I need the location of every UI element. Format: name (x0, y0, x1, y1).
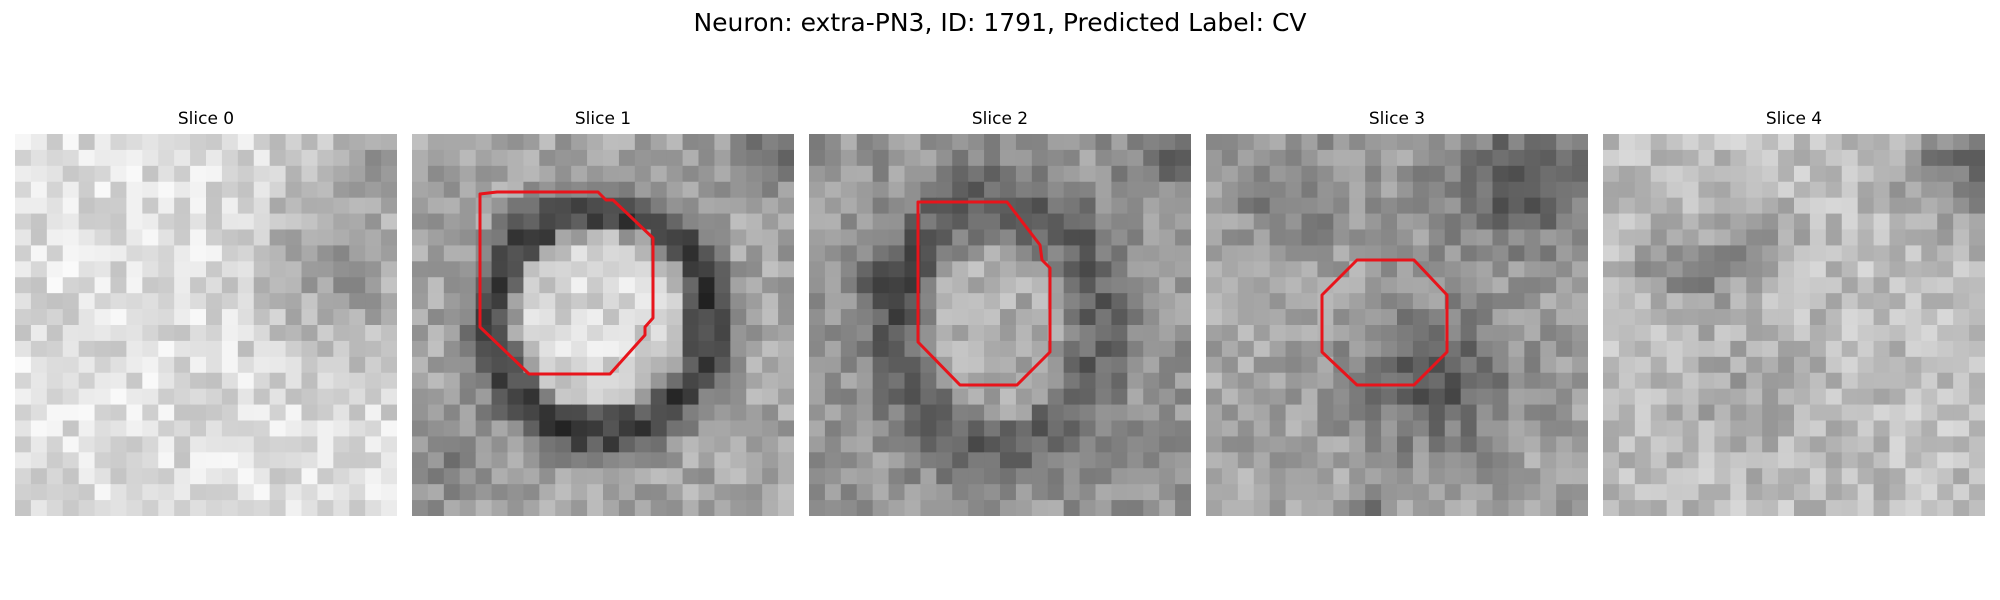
slice-title: Slice 2 (809, 108, 1191, 130)
slice-panel-3: Slice 3 (1206, 108, 1588, 516)
slice-image (1603, 134, 1985, 516)
slice-title: Slice 1 (412, 108, 794, 130)
slice-panel-1: Slice 1 (412, 108, 794, 516)
slice-title: Slice 3 (1206, 108, 1588, 130)
slice-image (15, 134, 397, 516)
slice-title: Slice 4 (1603, 108, 1985, 130)
slice-image (412, 134, 794, 516)
slice-panel-2: Slice 2 (809, 108, 1191, 516)
slice-image (1206, 134, 1588, 516)
slice-title: Slice 0 (15, 108, 397, 130)
slice-image (809, 134, 1191, 516)
figure-title: Neuron: extra-PN3, ID: 1791, Predicted L… (0, 8, 2000, 38)
slice-panel-4: Slice 4 (1603, 108, 1985, 516)
slice-panel-0: Slice 0 (15, 108, 397, 516)
